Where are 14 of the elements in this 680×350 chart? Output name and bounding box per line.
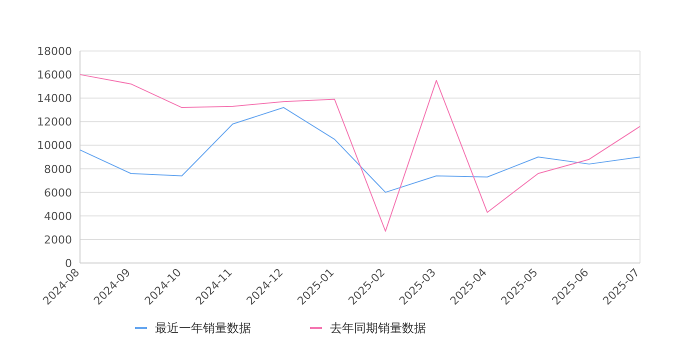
line-series (80, 74, 640, 232)
legend-label: 最近一年销量数据 (155, 321, 251, 335)
y-tick-label: 0 (65, 257, 72, 270)
y-tick-label: 10000 (37, 139, 72, 152)
y-tick-label: 14000 (37, 92, 72, 106)
legend-label: 去年同期销量数据 (330, 321, 426, 335)
y-tick-label: 12000 (37, 116, 72, 129)
line-series (80, 107, 640, 193)
y-tick-label: 16000 (37, 68, 72, 82)
y-tick-label: 8000 (44, 162, 72, 176)
y-tick-label: 18000 (37, 45, 72, 58)
y-tick-label: 2000 (44, 233, 72, 246)
y-tick-label: 4000 (44, 210, 72, 223)
y-tick-label: 6000 (44, 186, 72, 200)
